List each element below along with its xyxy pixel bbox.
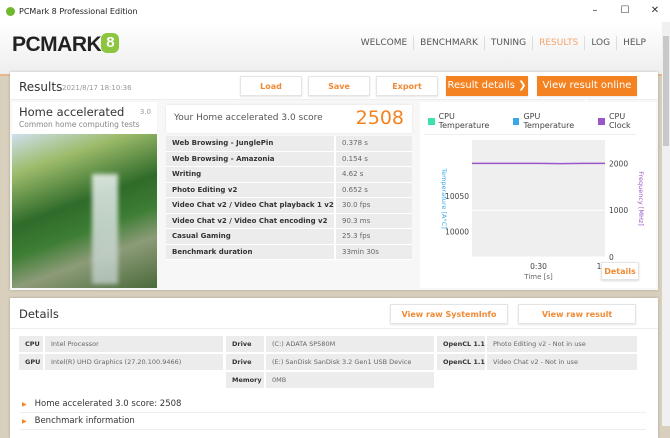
- accordion-benchmark-info[interactable]: ▶Benchmark information: [20, 413, 646, 430]
- chart-details-button[interactable]: Details: [601, 262, 639, 280]
- window-title: PCMark 8 Professional Edition: [19, 7, 138, 16]
- nav-help[interactable]: HELP: [617, 36, 652, 50]
- export-button[interactable]: Export: [376, 76, 438, 96]
- y-right-tick: 1000: [609, 206, 628, 215]
- monitoring-chart: CPU Temperature GPU Temperature CPU Cloc…: [420, 102, 656, 288]
- row-label: Casual Gaming: [166, 229, 336, 244]
- minimize-button[interactable]: –: [580, 0, 610, 22]
- drive-c-info: Drive(C:) ADATA SP580M: [226, 336, 434, 352]
- row-label: Video Chat v2 / Video Chat playback 1 v2: [166, 198, 336, 213]
- waterfall-image: [12, 134, 157, 288]
- table-row: Video Chat v2 / Video Chat playback 1 v2…: [166, 198, 412, 214]
- row-value: 90.3 ms: [336, 214, 370, 229]
- y-right-tick: 2000: [609, 159, 628, 168]
- row-label: Writing: [166, 167, 336, 182]
- y-right-tick: 0: [609, 253, 614, 262]
- score-box: Your Home accelerated 3.0 score 2508: [166, 105, 412, 133]
- save-button[interactable]: Save: [308, 76, 370, 96]
- load-button[interactable]: Load: [240, 76, 302, 96]
- nav-results[interactable]: RESULTS: [533, 36, 585, 50]
- view-result-online-button[interactable]: View result online ❯: [537, 76, 637, 96]
- view-raw-result-button[interactable]: View raw result: [518, 304, 636, 324]
- row-label: Web Browsing - JunglePin: [166, 136, 336, 151]
- expand-arrow-icon: ▶: [22, 418, 27, 425]
- test-card: Home accelerated 3.0 Common home computi…: [12, 102, 157, 288]
- plot-area: [472, 140, 605, 257]
- title-bar: PCMark 8 Professional Edition – ☐ ✕: [0, 0, 670, 22]
- results-title: Results: [19, 80, 62, 94]
- results-date: 2021/8/17 18:10:36: [62, 84, 132, 92]
- row-label: Benchmark duration: [166, 245, 336, 260]
- drive-e-info: Drive(E:) SanDisk SanDisk 3.2 Gen1 USB D…: [226, 354, 434, 370]
- row-value: 0.652 s: [336, 183, 368, 198]
- app-icon: [6, 7, 15, 16]
- result-details-button[interactable]: Result details ❯: [446, 76, 528, 96]
- details-title: Details: [19, 307, 59, 321]
- nav-tuning[interactable]: TUNING: [485, 36, 533, 50]
- test-version: 3.0: [140, 108, 151, 116]
- view-raw-systeminfo-button[interactable]: View raw SystemInfo: [390, 304, 508, 324]
- row-value: 4.62 s: [336, 167, 363, 182]
- y-left-label: Temperature [A°C]: [440, 167, 448, 229]
- main-nav: WELCOME BENCHMARK TUNING RESULTS LOG HEL…: [355, 36, 652, 50]
- expand-arrow-icon: ▶: [22, 401, 27, 408]
- row-value: 30.0 fps: [336, 198, 370, 213]
- test-name: Home accelerated: [19, 105, 124, 119]
- row-label: Video Chat v2 / Video Chat encoding v2: [166, 214, 336, 229]
- row-value: 33min 30s: [336, 245, 379, 260]
- row-value: 0.378 s: [336, 136, 368, 151]
- row-label: Photo Editing v2: [166, 183, 336, 198]
- scrollbar[interactable]: [662, 22, 670, 426]
- nav-welcome[interactable]: WELCOME: [355, 36, 414, 50]
- nav-benchmark[interactable]: BENCHMARK: [414, 36, 485, 50]
- row-value: 0.154 s: [336, 152, 368, 167]
- close-button[interactable]: ✕: [640, 0, 670, 22]
- accordion-score[interactable]: ▶Home accelerated 3.0 score: 2508: [20, 396, 646, 413]
- maximize-button[interactable]: ☐: [610, 0, 640, 22]
- row-value: 25.3 fps: [336, 229, 370, 244]
- results-panel: Results 2021/8/17 18:10:36 Load Save Exp…: [10, 72, 658, 290]
- row-label: Web Browsing - Amazonia: [166, 152, 336, 167]
- details-panel: Details View raw SystemInfo View raw res…: [10, 298, 658, 438]
- nav-log[interactable]: LOG: [585, 36, 617, 50]
- y-right-label: Frequency [MHz]: [637, 171, 645, 226]
- x-axis-label: Time [s]: [523, 273, 553, 281]
- x-tick: 0:30: [530, 262, 547, 271]
- test-subtitle: Common home computing tests: [19, 120, 140, 129]
- score-value: 2508: [356, 107, 404, 129]
- scrollbar-thumb[interactable]: [663, 36, 669, 146]
- score-label: Your Home accelerated 3.0 score: [174, 113, 323, 123]
